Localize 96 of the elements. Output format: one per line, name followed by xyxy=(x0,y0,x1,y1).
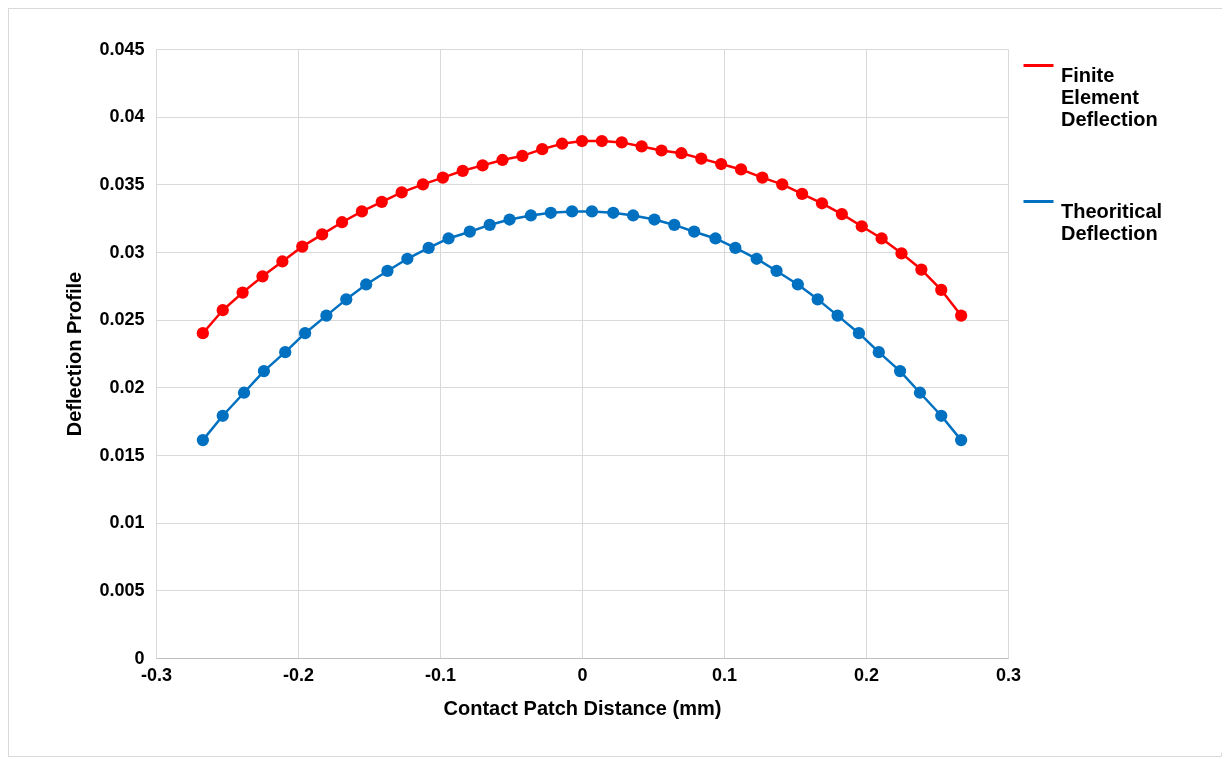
x-tick-label: -0.2 xyxy=(282,664,315,685)
point xyxy=(360,278,373,291)
y-axis-title: Deflection Profile xyxy=(63,271,86,437)
point xyxy=(565,205,579,218)
point xyxy=(709,232,722,245)
point xyxy=(436,171,449,184)
y-tick-label: 0.035 xyxy=(99,173,145,194)
point xyxy=(935,409,948,422)
point xyxy=(585,205,599,218)
point xyxy=(915,263,928,276)
point xyxy=(815,197,829,210)
point xyxy=(875,232,888,245)
y-tick-label: 0.02 xyxy=(109,376,145,397)
point xyxy=(734,163,748,176)
y-tick-label: 0.005 xyxy=(99,579,145,600)
point xyxy=(655,144,668,157)
point xyxy=(695,152,708,165)
point xyxy=(196,327,209,340)
point xyxy=(483,218,496,232)
point xyxy=(635,140,648,153)
point xyxy=(895,247,908,260)
x-axis-title: Contact Patch Distance (mm) xyxy=(443,696,722,719)
point xyxy=(955,309,968,322)
point xyxy=(791,278,804,291)
point xyxy=(279,346,292,359)
point xyxy=(715,157,728,171)
point xyxy=(750,252,763,265)
point xyxy=(795,187,809,200)
point xyxy=(688,225,701,238)
point xyxy=(516,149,529,163)
point xyxy=(335,216,349,229)
y-tick-label: 0.025 xyxy=(99,309,145,330)
legend-label: Theoritical Deflection xyxy=(1061,199,1163,244)
point xyxy=(835,207,848,221)
point xyxy=(575,134,589,148)
point xyxy=(316,228,329,241)
y-tick-label: 0.045 xyxy=(99,38,145,59)
point xyxy=(276,255,289,268)
y-tick-label: 0.04 xyxy=(109,106,145,127)
point xyxy=(298,327,312,340)
point xyxy=(855,220,868,233)
point xyxy=(503,213,516,226)
point xyxy=(476,159,489,172)
point xyxy=(756,171,769,184)
point xyxy=(355,205,369,218)
point xyxy=(536,143,549,156)
point xyxy=(770,264,783,278)
point xyxy=(668,218,681,232)
point xyxy=(456,164,469,177)
point xyxy=(401,252,414,265)
point xyxy=(913,386,927,399)
point xyxy=(831,309,844,322)
x-tick-label: 0.3 xyxy=(995,664,1022,685)
point xyxy=(196,434,209,447)
y-tick-label: 0.015 xyxy=(99,444,145,465)
point xyxy=(216,304,229,317)
point xyxy=(811,293,824,306)
point xyxy=(852,327,866,340)
point xyxy=(955,434,968,447)
point xyxy=(729,241,742,255)
point xyxy=(237,386,251,399)
point xyxy=(442,232,455,245)
point xyxy=(257,364,271,378)
point xyxy=(381,264,394,278)
point xyxy=(340,293,353,306)
x-tick-label: 0 xyxy=(577,664,588,685)
x-tick-label: 0.2 xyxy=(853,664,880,685)
point xyxy=(416,178,430,191)
point xyxy=(320,309,333,322)
point xyxy=(776,178,789,191)
point xyxy=(236,286,249,299)
point xyxy=(935,283,948,297)
legend-label: Finite Element Deflection xyxy=(1061,63,1158,130)
point xyxy=(544,206,557,219)
point xyxy=(256,270,269,283)
point xyxy=(595,134,608,148)
point xyxy=(422,241,435,255)
point xyxy=(296,240,309,253)
point xyxy=(627,209,640,222)
point xyxy=(556,137,569,150)
point xyxy=(648,213,661,226)
point xyxy=(395,186,408,199)
y-tick-label: 0.03 xyxy=(109,241,145,262)
y-tick-label: 0.01 xyxy=(109,512,145,533)
point xyxy=(615,136,628,149)
x-tick-label: -0.1 xyxy=(424,664,457,685)
x-tick-label: 0.1 xyxy=(711,664,738,685)
point xyxy=(607,206,620,219)
point xyxy=(375,195,388,209)
point xyxy=(675,147,688,160)
point xyxy=(893,364,907,378)
point xyxy=(216,409,229,422)
point xyxy=(463,225,476,238)
point xyxy=(496,153,509,167)
point xyxy=(872,346,885,359)
point xyxy=(524,209,537,222)
